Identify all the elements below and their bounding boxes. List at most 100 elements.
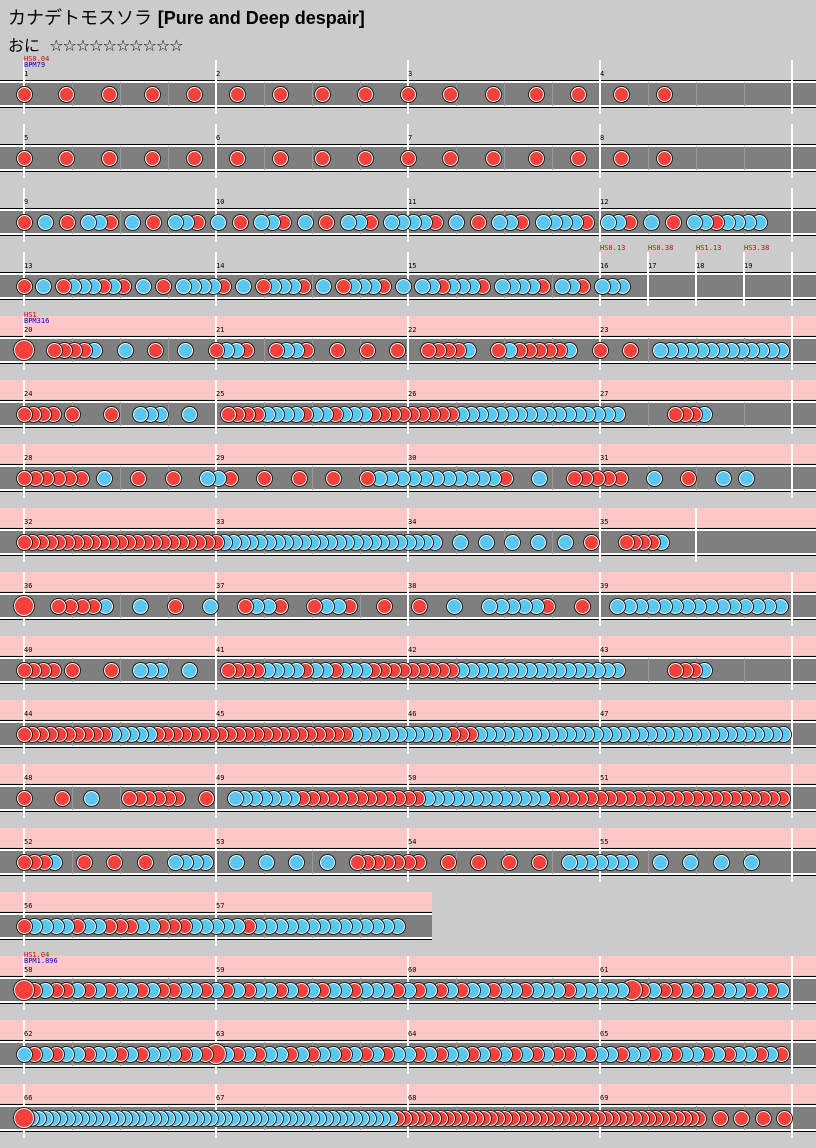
measure-number: 33: [216, 518, 225, 526]
ka-note: [451, 533, 469, 551]
bar-line: [647, 252, 649, 306]
chart-row: 62 63 64 65: [0, 1020, 816, 1084]
measure-number: 11: [408, 198, 417, 206]
ka-note: [743, 853, 761, 871]
ka-note: [340, 213, 357, 231]
don-note: [15, 85, 33, 103]
scroll-speed-label: HS1.13: [696, 244, 722, 252]
don-note: [500, 853, 518, 871]
measure-number: 66: [24, 1094, 33, 1102]
bar-line: [791, 380, 793, 434]
bar-line: [791, 252, 793, 306]
don-note: [100, 149, 118, 167]
beat-line: [120, 82, 121, 106]
scroll-speed-label: HS3.38: [744, 244, 770, 252]
ka-note: [201, 597, 219, 615]
scroll-speed-label: HS1.04: [24, 951, 50, 959]
chart-row: 28 29 30 31: [0, 444, 816, 508]
bar-line: [791, 828, 793, 882]
ka-note: [561, 853, 579, 871]
don-note: [15, 917, 33, 935]
bar-line: [791, 188, 793, 242]
bar-line: [215, 124, 217, 178]
measure-number: 4: [600, 70, 605, 78]
beat-line: [264, 146, 265, 170]
ka-note: [642, 213, 660, 231]
beat-line: [264, 338, 265, 362]
don-note: [145, 213, 163, 231]
bar-line: [215, 636, 217, 690]
don-note: [334, 277, 352, 295]
measure-number: 19: [744, 262, 753, 270]
measure-number: 50: [408, 774, 417, 782]
ka-note: [135, 277, 153, 295]
measure-number: 62: [24, 1030, 33, 1038]
measure-number: 1: [24, 70, 29, 78]
ka-note: [446, 597, 464, 615]
measure-number: 10: [216, 198, 225, 206]
chart-row: 44 45 46 47: [0, 700, 816, 764]
don-note: [15, 149, 33, 167]
measure-number: 32: [24, 518, 33, 526]
beat-line: [648, 82, 649, 106]
bar-line: [215, 764, 217, 818]
measure-number: 36: [24, 582, 33, 590]
chart-row: 13 14 15 16 17 18 19 HS0.13 HS0.38 HS1.13 HS3.38: [0, 245, 816, 316]
ka-note: [645, 469, 663, 487]
don-note: [15, 853, 33, 871]
don-note: [50, 597, 68, 615]
don-note: [197, 789, 215, 807]
ka-note: [15, 1045, 33, 1063]
ka-note: [314, 277, 332, 295]
measure-number: 24: [24, 390, 33, 398]
ka-note: [531, 469, 549, 487]
beat-line: [552, 850, 553, 874]
don-note: [15, 405, 33, 423]
measure-number: 26: [408, 390, 417, 398]
measure-number: 15: [408, 262, 417, 270]
beat-line: [120, 658, 121, 682]
don-note: [45, 341, 63, 359]
ka-note: [35, 277, 53, 295]
don-note: [219, 405, 237, 423]
beat-line: [120, 210, 121, 234]
measure-number: 7: [408, 134, 413, 142]
ka-note: [210, 213, 228, 231]
measure-number: 37: [216, 582, 225, 590]
ka-note: [712, 853, 730, 871]
don-note: [621, 341, 639, 359]
measure-number: 29: [216, 454, 225, 462]
don-note: [228, 85, 246, 103]
measure-number: 64: [408, 1030, 417, 1038]
chart-row: 5 6 7 8: [0, 124, 816, 188]
beat-line: [744, 82, 745, 106]
don-note: [121, 789, 139, 807]
don-note: [166, 597, 184, 615]
measure-number: 28: [24, 454, 33, 462]
don-note: [570, 149, 588, 167]
don-note: [356, 149, 374, 167]
measure-number: 25: [216, 390, 225, 398]
chart-row: 9 10 11 12: [0, 188, 816, 252]
don-note: [442, 149, 460, 167]
don-note: [58, 149, 76, 167]
ka-note: [414, 277, 432, 295]
ka-note: [530, 533, 548, 551]
measure-number: 58: [24, 966, 33, 974]
don-note: [76, 853, 94, 871]
measure-number: 47: [600, 710, 609, 718]
scroll-speed-label: HS0.04: [24, 55, 50, 63]
ka-note: [288, 853, 306, 871]
beat-line: [312, 274, 313, 298]
beat-line: [552, 274, 553, 298]
measure-number: 48: [24, 774, 33, 782]
bar-line: [599, 188, 601, 242]
ka-note: [198, 469, 216, 487]
don-note: [254, 277, 272, 295]
beat-line: [744, 146, 745, 170]
don-note: [484, 85, 502, 103]
ka-note: [131, 597, 149, 615]
don-note: [186, 85, 204, 103]
measure-number: 17: [648, 262, 657, 270]
ka-note: [167, 853, 185, 871]
